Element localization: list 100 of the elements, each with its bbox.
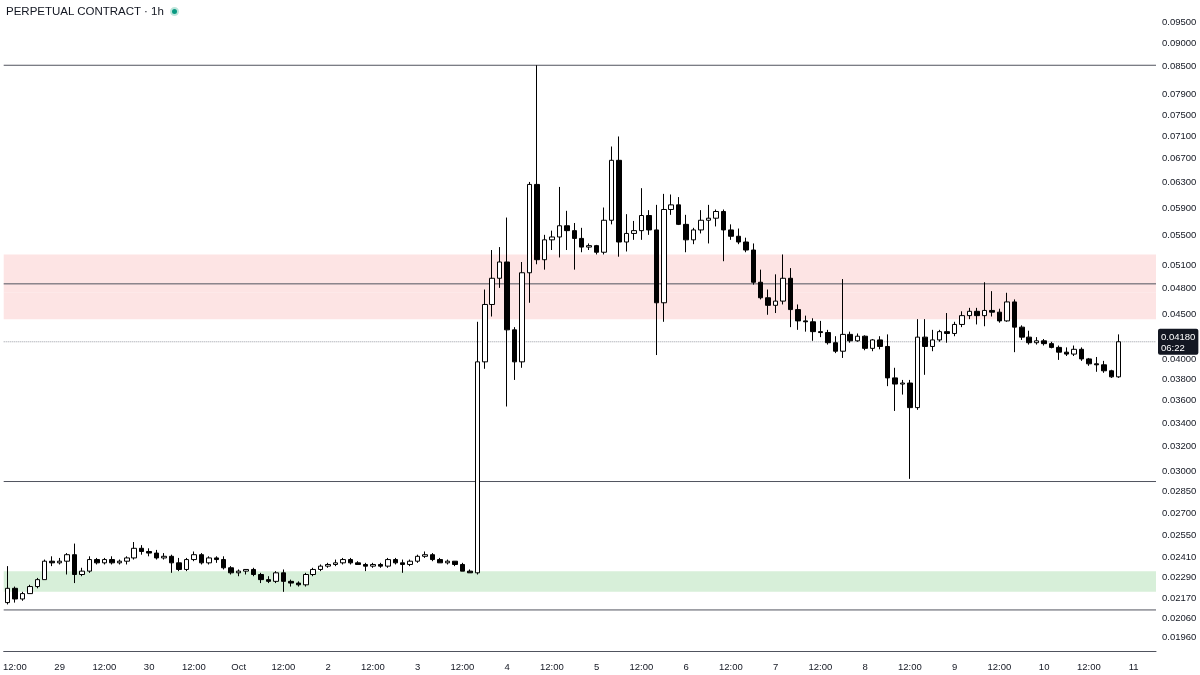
candlestick xyxy=(728,223,734,241)
candlestick xyxy=(609,146,614,225)
candlestick xyxy=(1012,298,1017,353)
candlestick xyxy=(109,555,115,565)
x-tick-label: 12:00 xyxy=(1076,660,1101,672)
candlestick xyxy=(780,253,786,305)
x-tick-label: 12:00 xyxy=(92,660,117,672)
chart-title: PERPETUAL CONTRACT · 1h xyxy=(6,4,164,18)
candlestick xyxy=(1086,357,1092,367)
candlestick xyxy=(1034,336,1039,346)
candlestick xyxy=(1004,292,1010,323)
candlestick xyxy=(676,196,681,226)
x-tick-label: 4 xyxy=(504,660,510,672)
x-tick-label: 12:00 xyxy=(897,660,922,672)
y-tick-label: 0.03800 xyxy=(1162,373,1197,385)
candlestick xyxy=(42,559,47,581)
candlestick xyxy=(64,552,70,576)
x-tick-label: 12:00 xyxy=(718,660,743,672)
candlestick xyxy=(79,567,85,577)
candlestick xyxy=(228,565,234,576)
candlestick xyxy=(997,308,1002,324)
candlestick xyxy=(1116,333,1121,379)
candlestick xyxy=(803,315,808,333)
candlestick xyxy=(415,554,420,564)
candlestick xyxy=(94,557,100,565)
x-tick-label: 29 xyxy=(54,660,65,672)
candlestick xyxy=(318,563,323,572)
candlestick xyxy=(214,555,219,564)
x-tick-label: Oct xyxy=(231,660,247,672)
candlestick xyxy=(922,318,928,376)
y-tick-label: 0.02060 xyxy=(1162,611,1197,623)
candlestick xyxy=(519,261,525,369)
x-tick-label: 12:00 xyxy=(181,660,206,672)
candlestick xyxy=(266,575,271,584)
candlestick xyxy=(57,557,62,565)
y-tick-label: 0.03200 xyxy=(1162,440,1197,452)
y-tick-label: 0.03600 xyxy=(1162,394,1197,406)
y-tick-label: 0.05900 xyxy=(1162,202,1197,213)
candlestick xyxy=(721,208,726,262)
y-tick-label: 0.08500 xyxy=(1162,59,1197,71)
candlestick xyxy=(72,543,77,584)
x-tick-label: 12:00 xyxy=(271,660,296,672)
candlestick xyxy=(549,230,555,251)
ref-line-label: 0.04180 06:22 xyxy=(1161,330,1196,353)
candlestick xyxy=(907,379,913,480)
candlestick xyxy=(340,557,346,565)
y-tick-label: 0.09500 xyxy=(1162,16,1197,28)
candlestick xyxy=(199,552,204,565)
candlestick xyxy=(706,204,711,244)
candlestick xyxy=(184,557,189,572)
x-tick-label: 6 xyxy=(683,660,689,672)
x-tick-label: 7 xyxy=(772,660,779,672)
candlestick xyxy=(1109,369,1114,379)
candlestick xyxy=(542,234,547,271)
candlestick xyxy=(288,579,294,588)
candlestick xyxy=(139,544,144,556)
candlestick xyxy=(20,591,25,602)
candlestick xyxy=(892,367,898,412)
y-tick-label: 0.06700 xyxy=(1162,152,1197,164)
candlestick xyxy=(243,568,249,576)
candlestick xyxy=(758,269,763,300)
candlestick xyxy=(400,559,405,574)
x-tick-label: 12:00 xyxy=(629,660,654,672)
x-tick-label: 12:00 xyxy=(360,660,385,672)
candlestick xyxy=(915,318,920,411)
candlestick xyxy=(900,379,905,396)
candlestick xyxy=(49,555,55,567)
candlestick xyxy=(512,326,517,381)
x-tick-label: 12:00 xyxy=(3,660,27,672)
candlestick xyxy=(654,204,659,356)
candlestick xyxy=(191,550,197,562)
candlestick xyxy=(825,329,831,346)
candlestick xyxy=(206,555,212,565)
candlestick xyxy=(952,321,957,337)
candlestick xyxy=(646,209,652,236)
candlestick xyxy=(251,567,256,577)
y-tick-label: 0.04500 xyxy=(1162,307,1197,319)
candlestick xyxy=(572,222,577,271)
candlestick xyxy=(378,562,383,569)
y-tick-label: 0.02410 xyxy=(1162,550,1197,562)
candlestick xyxy=(810,317,816,342)
candlestick xyxy=(221,555,226,570)
candlestick xyxy=(102,557,107,565)
candlestick xyxy=(534,64,540,265)
candlestick xyxy=(1071,345,1077,357)
candlestick xyxy=(467,568,473,574)
y-tick-label: 0.02550 xyxy=(1162,528,1197,540)
candlestick xyxy=(736,228,741,245)
y-tick-label: 0.09000 xyxy=(1162,37,1197,49)
x-tick-label: 9 xyxy=(951,660,958,672)
candlestick xyxy=(154,549,159,561)
y-tick-label: 0.07900 xyxy=(1162,88,1197,100)
candlestick xyxy=(967,307,972,320)
candlestick xyxy=(497,246,502,289)
candlestick xyxy=(564,210,570,251)
candlestick xyxy=(795,303,801,331)
candlestick xyxy=(743,237,749,253)
candlestick xyxy=(594,244,599,255)
candlestick xyxy=(937,329,942,343)
candlestick xyxy=(616,135,622,258)
